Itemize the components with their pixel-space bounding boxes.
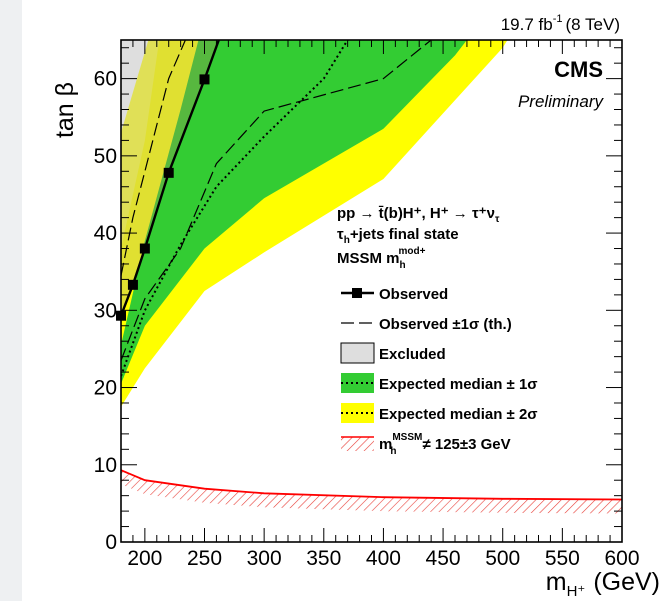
legend-final-state: τh+jets final state (337, 226, 459, 246)
cms-label: CMS (554, 57, 603, 82)
y-tick-label: 0 (105, 531, 117, 554)
legend-item-observed-theory: Observed ±1σ (th.) (341, 316, 512, 333)
observed-point (163, 167, 174, 178)
y-tick-label: 20 (94, 377, 117, 400)
legend-item-observed: Observed (341, 286, 448, 303)
mh-constraint-line (121, 469, 622, 501)
y-tick-label: 30 (94, 299, 117, 322)
legend-scenario: MSSM mmod+ h (337, 246, 426, 271)
legend-item-expected-1sigma: Expected median ± 1σ (341, 373, 538, 393)
x-tick-label: 450 (426, 547, 461, 570)
x-tick-label: 600 (604, 547, 639, 570)
x-tick-label: 350 (306, 547, 341, 570)
legend-item-excluded: Excluded (340, 342, 446, 364)
svg-text:Expected median ± 2σ: Expected median ± 2σ (379, 406, 538, 423)
y-axis-title: tan β (51, 82, 79, 138)
svg-text:Observed: Observed (379, 286, 448, 303)
observed-point (199, 74, 210, 85)
axis-tick-labels: 200 250 300 350 400 450 500 550 600 0 10 20 30 40 50 60 (94, 68, 640, 570)
x-axis-title: mH⁺ (GeV) (546, 568, 660, 600)
luminosity-label: 19.7 fb-1 (8 TeV) (501, 13, 620, 34)
side-bar (0, 0, 22, 601)
y-tick-label: 50 (94, 145, 117, 168)
x-tick-label: 400 (366, 547, 401, 570)
y-tick-label: 10 (94, 454, 117, 477)
axis-ticks (120, 40, 623, 543)
observed-plus1sigma-line (121, 40, 186, 276)
observed-exclusion-2sigma (121, 40, 219, 316)
x-tick-label: 500 (485, 547, 520, 570)
plot-regions (121, 40, 622, 514)
observed-line (121, 40, 220, 317)
expected-1sigma-band (121, 40, 467, 384)
svg-text:Excluded: Excluded (379, 346, 446, 363)
observed-point (127, 279, 138, 290)
mh-hatched-area (121, 470, 622, 514)
y-tick-label: 40 (94, 222, 117, 245)
x-tick-label: 200 (127, 547, 162, 570)
legend-process: pp → t̄(b)H⁺, H⁺ → τ⁺ντ (337, 205, 500, 225)
legend-item-mh-constraint: mMSSM h ≠ 125±3 GeV (341, 432, 511, 457)
observed-minus1sigma-line (121, 40, 432, 361)
legend: pp → t̄(b)H⁺, H⁺ → τ⁺ντ τh+jets final st… (337, 205, 538, 457)
observed-point (139, 243, 150, 254)
x-tick-label: 250 (187, 547, 222, 570)
expected-median-line (121, 40, 349, 377)
plot-curves (121, 40, 622, 501)
preliminary-label: Preliminary (518, 92, 605, 111)
svg-text:Observed ±1σ (th.): Observed ±1σ (th.) (379, 316, 512, 333)
observed-point (116, 310, 126, 321)
x-tick-label: 300 (247, 547, 282, 570)
y-tick-label: 60 (94, 68, 117, 91)
legend-item-expected-2sigma: Expected median ± 2σ (341, 403, 538, 423)
svg-text:Expected median ± 1σ: Expected median ± 1σ (379, 376, 538, 393)
x-tick-label: 550 (545, 547, 580, 570)
